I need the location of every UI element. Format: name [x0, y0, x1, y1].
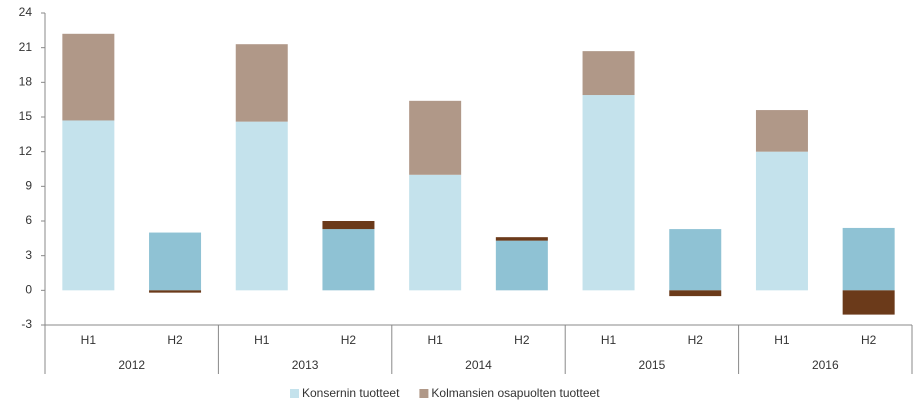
bar-segment	[149, 290, 202, 293]
bar-segment	[322, 221, 375, 230]
bar-segment	[322, 229, 375, 291]
x-tick-label: H1	[427, 333, 443, 347]
group-label: 2013	[292, 358, 319, 372]
x-tick-label: H2	[688, 333, 704, 347]
bar-segment	[62, 33, 115, 121]
bar-segment	[235, 44, 288, 122]
bar-segment	[842, 290, 895, 315]
y-tick-label: 0	[25, 283, 32, 297]
bar-segment	[842, 227, 895, 291]
x-tick-label: H1	[774, 333, 790, 347]
bar-segment	[149, 232, 202, 291]
bar-segment	[755, 110, 808, 152]
legend-label: Konsernin tuotteet	[302, 386, 400, 400]
legend-label: Kolmansien osapuolten tuotteet	[431, 386, 600, 400]
y-tick-label: 3	[25, 248, 32, 262]
y-tick-label: 21	[19, 40, 33, 54]
bar-segment	[409, 174, 462, 291]
y-tick-label: 15	[19, 109, 33, 123]
x-tick-label: H2	[341, 333, 357, 347]
bar-segment	[62, 120, 115, 291]
bar-segment	[495, 240, 548, 291]
y-tick-label: 12	[19, 144, 33, 158]
y-tick-label: 24	[19, 5, 33, 19]
bar-segment	[409, 100, 462, 175]
legend-swatch	[419, 389, 429, 398]
bar-segment	[755, 151, 808, 291]
y-tick-label: -3	[21, 317, 32, 331]
bar-segment	[669, 229, 722, 291]
x-tick-label: H1	[254, 333, 270, 347]
group-label: 2014	[465, 358, 492, 372]
x-tick-label: H2	[861, 333, 877, 347]
bar-segment	[669, 290, 722, 297]
bar-segment	[495, 237, 548, 241]
y-tick-label: 9	[25, 179, 32, 193]
group-label: 2015	[639, 358, 666, 372]
bar-segment	[582, 95, 635, 291]
y-tick-label: 18	[19, 75, 33, 89]
x-tick-label: H2	[167, 333, 183, 347]
bar-segment	[582, 51, 635, 96]
bar-segment	[235, 121, 288, 291]
group-label: 2016	[812, 358, 839, 372]
legend-swatch	[290, 389, 299, 398]
group-label: 2012	[118, 358, 145, 372]
x-tick-label: H1	[81, 333, 97, 347]
y-tick-label: 6	[25, 213, 32, 227]
x-tick-label: H1	[601, 333, 617, 347]
x-tick-label: H2	[514, 333, 530, 347]
